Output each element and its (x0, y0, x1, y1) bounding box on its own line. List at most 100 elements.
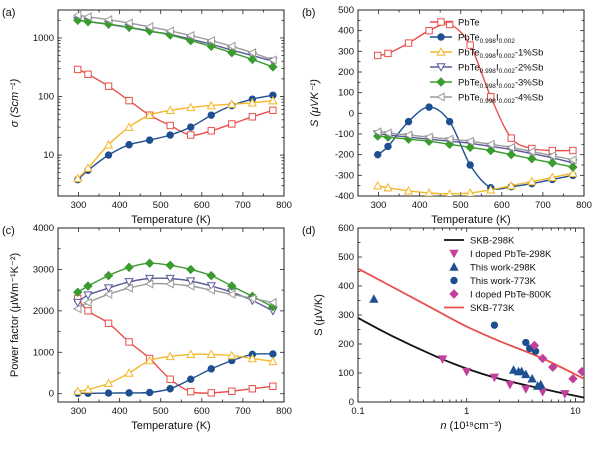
data-point-sb4 (526, 146, 536, 157)
data-point-sb1 (383, 182, 393, 192)
x-axis-label: n (10¹⁹cm⁻³) (440, 420, 501, 432)
y-tick-label: 100 (338, 88, 354, 99)
legend-label: I doped PbTe-800K (470, 290, 552, 301)
data-point-sb4 (103, 15, 113, 25)
data-point-sb4 (72, 10, 82, 20)
data-point-pbte (404, 39, 413, 47)
data-point-sb4 (403, 130, 413, 140)
y-tick-label: 600 (338, 223, 354, 234)
data-point-idoped800 (568, 374, 578, 384)
data-point-sb4 (268, 297, 277, 308)
legend-text-part: 0.002 (499, 53, 516, 60)
data-point-sb1 (247, 97, 258, 107)
legend-marker-sb4 (436, 92, 445, 102)
legend-text-part: PbTe (458, 48, 480, 59)
data-point-pbte (187, 131, 195, 139)
series-pbtei (374, 103, 577, 192)
data-point-sb4 (185, 281, 195, 291)
data-point-sb1 (547, 172, 558, 182)
data-point-sb1 (186, 349, 196, 359)
data-point-sb3 (568, 162, 578, 172)
data-point-pbtei (166, 131, 174, 139)
legend-text-part: PbTe (458, 78, 480, 89)
legend-marker (450, 276, 458, 285)
legend-text-part: -4%Sb (515, 93, 544, 104)
data-point-sb1 (103, 378, 114, 388)
y-tick-label: 2000 (33, 306, 54, 317)
data-point-pbtei (166, 385, 174, 393)
x-tick-label: 400 (412, 200, 428, 211)
data-point-sb3 (124, 262, 134, 273)
x-tick-label: 500 (153, 200, 169, 211)
data-point-pbtei (145, 136, 154, 144)
data-point-sb4 (506, 142, 515, 153)
data-point-idoped298 (437, 355, 448, 364)
y-tick-label: 0 (49, 389, 54, 400)
data-point-idoped298 (505, 380, 515, 390)
data-point-pbte (207, 389, 215, 397)
data-point-pbtei (125, 141, 133, 149)
series-pbte (74, 294, 277, 397)
series-line-sb1 (77, 99, 273, 179)
y-tick-label: 0 (349, 397, 354, 408)
data-point-sb4 (247, 48, 257, 58)
legend-label-sb4: PbTe0.998I0.002-4%Sb (458, 93, 543, 106)
data-point-sb1 (568, 168, 578, 177)
x-tick-label: 10 (570, 406, 581, 417)
data-point-sb4 (124, 283, 133, 293)
x-axis-label: Temperature (K) (131, 214, 210, 226)
data-point-this773 (490, 321, 499, 329)
data-point-sb3 (547, 158, 558, 168)
y-tick-label: 400 (338, 281, 354, 292)
data-point-pbte (207, 127, 215, 135)
y-tick-label: 0 (349, 108, 354, 119)
y-tick-label: 10 (43, 150, 54, 161)
data-point-sb1 (445, 189, 454, 196)
data-point-sb4 (485, 139, 495, 149)
x-tick-label: 500 (153, 406, 169, 417)
legend-marker-sb1 (436, 47, 446, 56)
y-tick-label: 300 (338, 46, 354, 57)
x-tick-label: 600 (194, 406, 210, 417)
data-point-pbtei (207, 111, 215, 119)
data-point-idoped298 (560, 390, 570, 399)
data-point-sb4 (103, 289, 113, 299)
data-point-pbtei (374, 150, 382, 159)
series-sb3 (373, 131, 578, 172)
x-tick-label: 600 (494, 200, 510, 211)
data-point-pbte (104, 319, 113, 327)
data-point-idoped298 (462, 367, 472, 377)
legend-marker-pbtei (437, 33, 445, 41)
data-point-sb4 (226, 41, 236, 51)
series-idoped298 (437, 355, 570, 399)
data-point-pbte (248, 385, 257, 393)
data-point-this298 (527, 373, 537, 383)
legend-marker (449, 262, 459, 271)
legend-marker (449, 289, 459, 299)
x-tick-label: 400 (112, 200, 128, 211)
legend-marker-sb2 (436, 63, 446, 72)
series-pbtei (74, 350, 277, 397)
data-point-sb2 (83, 291, 93, 300)
data-point-sb2 (186, 277, 196, 286)
series-sb3 (73, 258, 278, 312)
data-point-sb4 (372, 127, 382, 137)
legend-label: This work-773K (470, 276, 537, 287)
data-point-sb1 (486, 184, 496, 194)
data-point-pbte (507, 134, 515, 142)
x-tick-label: 300 (71, 406, 87, 417)
y-tick-label: 400 (338, 26, 354, 37)
data-point-sb4 (383, 128, 392, 138)
data-point-sb3 (227, 281, 237, 291)
plot-area (72, 258, 278, 397)
data-point-idoped800 (548, 362, 558, 372)
legend-label-pbte: PbTe (458, 18, 480, 29)
data-point-pbte (166, 121, 174, 130)
legend-text-part: 0.998 (480, 53, 497, 60)
x-tick-label: 300 (371, 200, 387, 211)
y-tick-label: 100 (38, 92, 54, 103)
x-tick-label: 700 (535, 200, 551, 211)
panel-label: (b) (302, 7, 315, 19)
